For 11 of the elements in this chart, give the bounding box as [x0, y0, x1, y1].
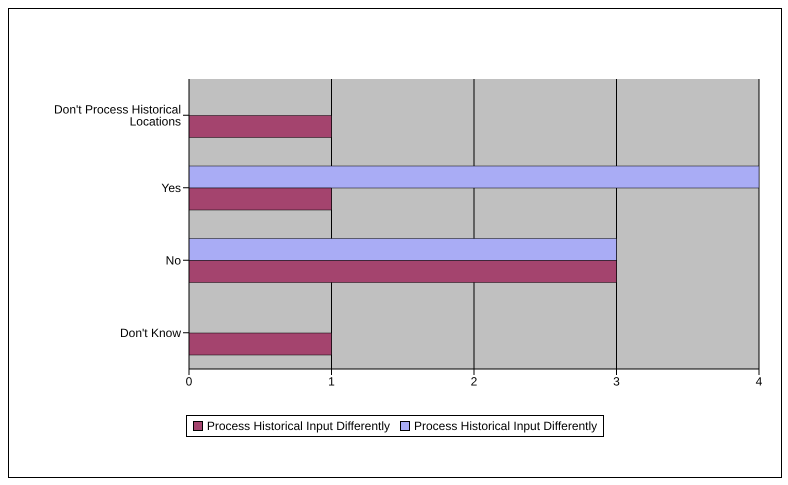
- x-tick-label: 3: [613, 374, 620, 389]
- x-tick-label: 0: [186, 374, 193, 389]
- x-tick-label: 1: [328, 374, 336, 389]
- x-tick-label: 4: [756, 374, 763, 389]
- legend-label: Process Historical Input Differently: [413, 419, 598, 433]
- y-tick-label: Yes: [161, 181, 181, 196]
- y-tick-label: Don't Process Historical Locations: [54, 102, 181, 129]
- x-tick-label: 2: [470, 374, 478, 389]
- legend-label: Process Historical Input Differently: [206, 419, 390, 433]
- y-tick-label: No: [166, 254, 182, 268]
- y-tick-label: Don't Know: [120, 326, 182, 340]
